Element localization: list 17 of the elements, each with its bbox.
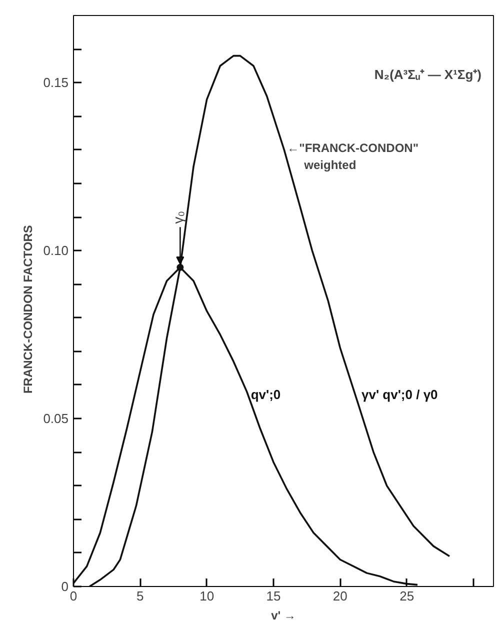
y-tick-label: 0.10 xyxy=(43,243,69,258)
x-tick-label: 10 xyxy=(200,588,214,604)
y-tick-label: 0.15 xyxy=(43,75,69,90)
y-tick-label: 0.05 xyxy=(43,411,69,426)
y-axis-title: FRANCK-CONDON FACTORS xyxy=(21,225,36,394)
y-tick-label: 0 xyxy=(61,579,69,594)
series-label: γv' qv';0 / γ0 xyxy=(362,386,438,402)
series-label: qv';0 xyxy=(250,386,281,402)
annotation: γ₀ xyxy=(170,210,186,224)
annotation: ←"FRANCK-CONDON" xyxy=(287,140,419,155)
x-tick-label: 5 xyxy=(136,588,144,604)
x-tick-label: 25 xyxy=(400,588,414,604)
x-tick-label: 20 xyxy=(332,588,348,604)
x-tick-label: 15 xyxy=(266,588,281,604)
x-axis-title: v' → xyxy=(271,608,296,622)
annotation: N₂(A³Σᵤ⁺ — X¹Σg⁺) xyxy=(374,66,482,82)
annotation: weighted xyxy=(303,158,356,172)
